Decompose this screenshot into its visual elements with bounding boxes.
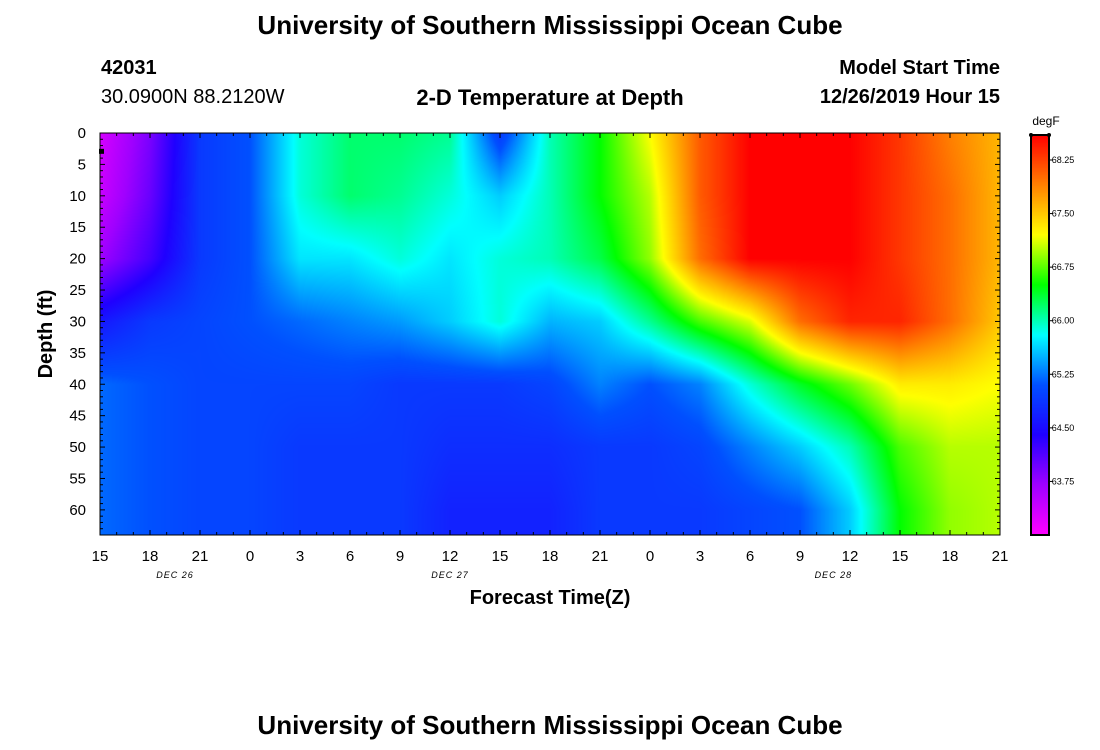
y-tick-label: 30 bbox=[69, 313, 86, 330]
colorbar-tick-label: 63.75 bbox=[1052, 476, 1075, 486]
x-tick-label: 21 bbox=[992, 548, 1009, 565]
footer-title: University of Southern Mississippi Ocean… bbox=[257, 710, 843, 740]
date-label: DEC 28 bbox=[815, 570, 853, 580]
y-axis: 0 5 10 15 20 25 30 35 40 45 50 55 60 bbox=[69, 125, 1000, 536]
colorbar-gradient bbox=[1031, 135, 1049, 535]
y-tick-label: 40 bbox=[69, 376, 86, 393]
x-tick-label: 3 bbox=[296, 548, 304, 565]
model-start-value: 12/26/2019 Hour 15 bbox=[819, 86, 1000, 108]
y-tick-label: 0 bbox=[78, 125, 86, 142]
y-tick-label: 35 bbox=[69, 345, 86, 362]
date-label: DEC 27 bbox=[431, 570, 469, 580]
y-tick-label: 20 bbox=[69, 251, 86, 268]
x-tick-label: 15 bbox=[492, 548, 509, 565]
x-tick-label: 3 bbox=[696, 548, 704, 565]
x-tick-label: 0 bbox=[246, 548, 254, 565]
x-tick-label: 18 bbox=[542, 548, 559, 565]
colorbar-tick-label: 64.50 bbox=[1052, 423, 1075, 433]
x-tick-label: 12 bbox=[842, 548, 859, 565]
x-tick-label: 18 bbox=[942, 548, 959, 565]
y-axis-label: Depth (ft) bbox=[35, 290, 57, 379]
colorbar-tick-label: 66.75 bbox=[1052, 262, 1075, 272]
y-tick-label: 5 bbox=[78, 156, 86, 173]
chart-title: 2-D Temperature at Depth bbox=[416, 85, 684, 110]
colorbar-tick-label: 68.25 bbox=[1052, 155, 1075, 165]
model-start-label: Model Start Time bbox=[839, 57, 1000, 79]
x-tick-label: 12 bbox=[442, 548, 459, 565]
colorbar-corner-dot bbox=[1029, 133, 1033, 137]
y-tick-label: 55 bbox=[69, 470, 86, 487]
y-tick-label: 60 bbox=[69, 502, 86, 519]
y-tick-label: 15 bbox=[69, 219, 86, 236]
x-tick-label: 21 bbox=[592, 548, 609, 565]
x-tick-label: 9 bbox=[396, 548, 404, 565]
colorbar-frame bbox=[1030, 134, 1050, 536]
y-tick-label: 45 bbox=[69, 408, 86, 425]
x-tick-label: 6 bbox=[746, 548, 754, 565]
y-tick-label: 25 bbox=[69, 282, 86, 299]
colorbar-corner-dot bbox=[1047, 133, 1051, 137]
x-tick-label: 21 bbox=[192, 548, 209, 565]
x-axis-label: Forecast Time(Z) bbox=[470, 587, 631, 609]
x-tick-label: 18 bbox=[142, 548, 159, 565]
station-marker bbox=[99, 148, 104, 154]
colorbar-tick-label: 66.00 bbox=[1052, 316, 1075, 326]
page-title: University of Southern Mississippi Ocean… bbox=[257, 10, 843, 40]
x-tick-label: 9 bbox=[796, 548, 804, 565]
x-tick-label: 15 bbox=[92, 548, 109, 565]
station-id: 42031 bbox=[101, 57, 157, 79]
station-location: 30.0900N 88.2120W bbox=[101, 86, 285, 108]
x-tick-label: 6 bbox=[346, 548, 354, 565]
colorbar-unit-label: degF bbox=[1032, 114, 1059, 128]
colorbar-tick-label: 65.25 bbox=[1052, 369, 1075, 379]
colorbar: 68.25 67.50 66.75 66.00 65.25 64.50 63.75 bbox=[1029, 133, 1075, 536]
heatmap-field bbox=[100, 133, 1000, 535]
x-tick-label: 15 bbox=[892, 548, 909, 565]
y-tick-label: 50 bbox=[69, 439, 86, 456]
date-label: DEC 26 bbox=[156, 570, 194, 580]
x-tick-label: 0 bbox=[646, 548, 654, 565]
colorbar-tick-label: 67.50 bbox=[1052, 209, 1075, 219]
x-axis: 15 18 21 0 3 6 9 12 15 18 21 0 3 6 9 12 15 18 21 DEC 26 DEC … bbox=[92, 133, 1009, 580]
y-tick-label: 10 bbox=[69, 188, 86, 205]
